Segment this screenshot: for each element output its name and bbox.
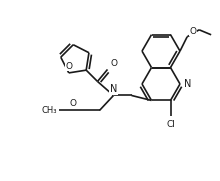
Text: Cl: Cl bbox=[166, 120, 175, 129]
Text: N: N bbox=[184, 79, 191, 89]
Text: CH₃: CH₃ bbox=[41, 106, 57, 115]
Text: O: O bbox=[110, 59, 117, 68]
Text: O: O bbox=[69, 99, 76, 108]
Text: O: O bbox=[189, 27, 196, 36]
Text: O: O bbox=[65, 62, 72, 71]
Text: N: N bbox=[110, 85, 117, 94]
